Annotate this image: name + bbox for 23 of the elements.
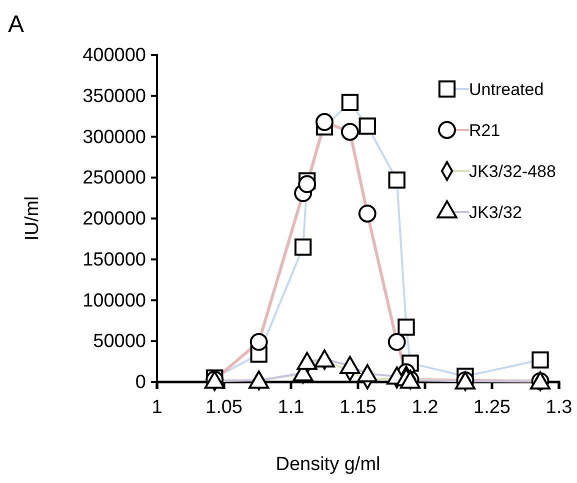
y-tick-label: 50000: [93, 331, 146, 352]
y-axis-title: IU/ml: [22, 196, 43, 241]
y-tick-label: 200000: [82, 208, 146, 230]
y-tick-label: 100000: [82, 290, 146, 312]
legend-label: R21: [469, 121, 500, 140]
x-tick-label: 1: [152, 396, 162, 418]
x-tick-label: 1.05: [206, 396, 242, 418]
y-tick-label: 350000: [82, 86, 146, 107]
x-tick-label: 1.2: [412, 396, 438, 418]
x-tick-label: 1.25: [474, 396, 510, 418]
y-tick-label: 250000: [82, 168, 146, 189]
legend-label: JK3/32: [469, 203, 522, 222]
x-tick-label: 1.15: [340, 396, 376, 418]
y-tick-label: 300000: [82, 126, 146, 148]
x-tick-label: 1.1: [278, 396, 304, 418]
legend-label: Untreated: [469, 80, 544, 99]
y-tick-label: 400000: [82, 45, 146, 66]
y-tick-label: 0: [135, 372, 146, 394]
x-tick-label: 1.3: [546, 396, 572, 418]
x-axis-title: Density g/ml: [276, 454, 380, 475]
legend-label: JK3/32-488: [469, 162, 556, 181]
text: A: [8, 11, 24, 38]
y-tick-label: 150000: [82, 249, 146, 270]
